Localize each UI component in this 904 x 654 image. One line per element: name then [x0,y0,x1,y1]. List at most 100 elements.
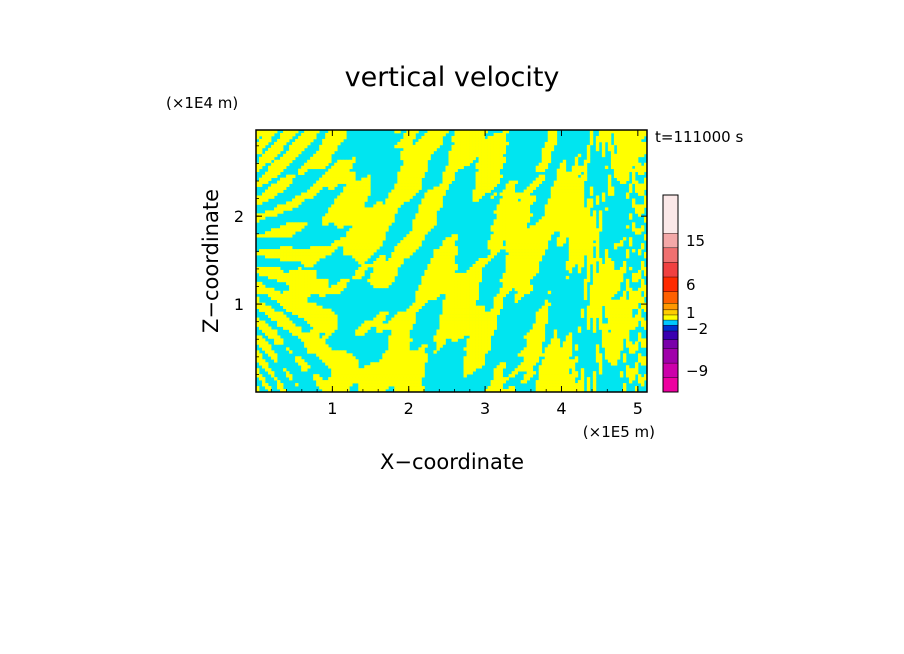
field-cell [580,186,585,190]
field-cell [283,204,287,208]
field-cell [403,171,407,176]
field-cell [478,258,482,262]
field-cell [562,350,567,354]
field-cell [460,296,464,301]
field-cell [343,186,347,190]
field-cell [523,228,528,232]
field-cell [517,243,522,247]
field-cell [271,168,275,173]
field-cell [589,293,594,298]
field-cell [595,344,600,348]
field-cell [622,308,627,312]
field-cell [544,356,549,360]
field-cell [283,234,287,238]
field-cell [502,150,506,155]
field-cell [622,320,627,324]
field-cell [472,305,476,309]
field-cell [421,153,425,158]
field-cell [565,341,570,345]
field-cell [445,263,449,268]
field-cell [535,323,540,327]
field-cell [511,237,516,241]
field-cell [625,153,630,158]
field-cell [322,344,326,348]
field-cell [622,138,627,143]
field-cell [631,162,636,167]
field-cell [325,213,329,217]
field-cell [577,171,582,176]
field-cell [289,272,293,277]
field-cell [334,213,338,217]
field-cell [526,255,531,259]
field-cell [577,207,582,211]
field-cell [451,290,455,295]
field-cell [484,177,488,181]
field-cell [544,243,549,247]
field-cell [616,353,621,357]
field-cell [508,204,513,208]
field-cell [565,192,570,196]
field-cell [499,147,503,152]
field-cell [595,272,600,277]
field-cell [556,225,561,229]
field-cell [292,323,296,327]
field-cell [565,210,570,214]
field-cell [610,326,615,330]
field-cell [631,272,636,277]
field-cell [619,168,624,173]
field-cell [433,281,437,286]
field-cell [313,246,317,250]
field-cell [355,332,359,336]
field-cell [346,219,350,223]
field-cell [619,299,624,304]
field-cell [418,219,422,223]
field-cell [484,138,488,143]
field-cell [286,225,290,229]
field-cell [394,192,398,196]
field-cell [517,228,522,232]
field-cell [502,198,506,202]
field-cell [397,335,401,339]
field-cell [424,216,428,220]
field-cell [307,138,311,143]
field-cell [262,305,266,309]
field-cell [454,252,458,256]
field-cell [586,323,591,327]
field-cell [406,192,410,196]
field-cell [538,329,543,333]
field-cell [307,320,311,324]
field-cell [337,356,341,360]
field-cell [271,266,275,271]
field-cell [256,252,260,256]
field-cell [277,290,281,295]
field-cell [328,326,332,330]
field-cell [298,252,302,256]
field-cell [598,311,603,315]
field-cell [376,213,380,217]
field-cell [625,135,630,140]
field-cell [301,249,305,253]
field-cell [460,326,464,330]
field-cell [529,356,534,360]
field-cell [364,207,368,211]
field-cell [406,323,410,327]
field-cell [391,347,395,351]
field-cell [493,302,497,307]
field-cell [274,159,278,164]
field-cell [517,266,522,271]
field-cell [397,317,401,321]
field-cell [442,171,446,176]
field-cell [508,183,513,187]
field-cell [592,258,597,262]
field-cell [637,141,642,146]
field-cell [382,261,386,265]
field-cell [370,231,374,235]
field-cell [439,201,443,205]
field-cell [436,138,440,143]
field-cell [337,222,341,226]
field-cell [589,231,594,235]
field-cell [562,168,567,173]
field-cell [499,165,503,170]
field-cell [319,281,323,286]
field-cell [469,317,473,321]
